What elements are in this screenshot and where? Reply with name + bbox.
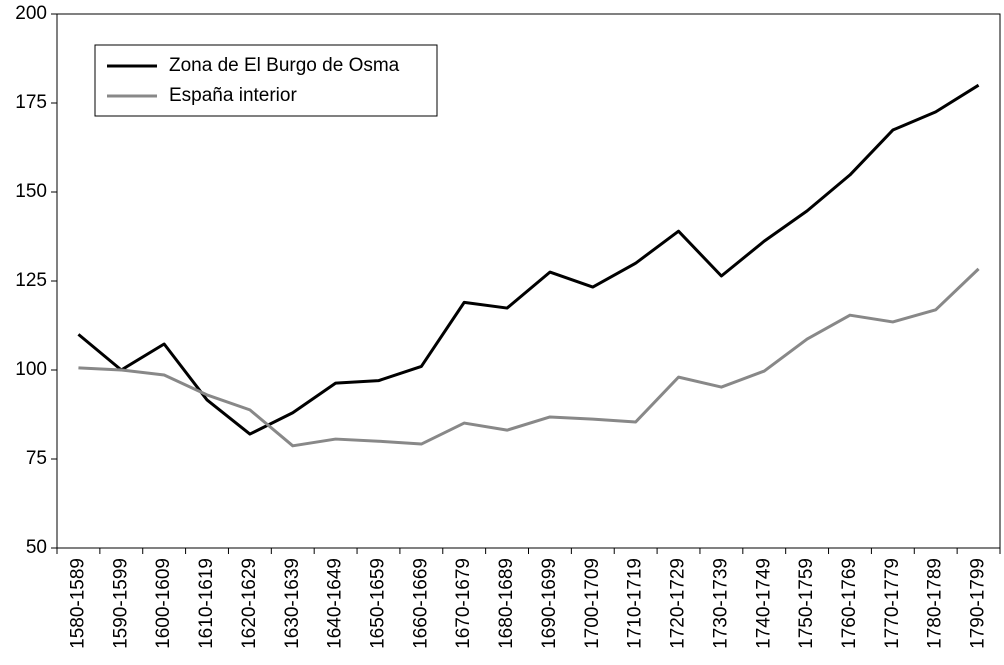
x-tick-label: 1620-1629: [239, 558, 260, 649]
x-tick-label: 1580-1589: [67, 558, 88, 649]
series-line: [77, 83, 980, 436]
x-tick-label: 1640-1649: [325, 558, 346, 649]
x-tick-label: 1630-1639: [282, 558, 303, 649]
x-tick-label: 1690-1699: [539, 558, 560, 649]
x-tick-label: 1660-1669: [410, 558, 431, 649]
x-tick-label: 1590-1599: [110, 558, 131, 649]
x-tick-label: 1710-1719: [625, 558, 646, 649]
series-line: [78, 267, 980, 448]
y-tick-label: 75: [26, 448, 47, 469]
x-tick-label: 1750-1759: [796, 558, 817, 649]
x-tick-label: 1680-1689: [496, 558, 517, 649]
x-tick-label: 1770-1779: [882, 558, 903, 649]
legend-label: Zona de El Burgo de Osma: [169, 55, 400, 76]
y-tick-label: 125: [15, 270, 47, 291]
x-tick-label: 1650-1659: [367, 558, 388, 649]
x-tick-label: 1670-1679: [453, 558, 474, 649]
y-tick-label: 100: [15, 359, 47, 380]
x-tick-label: 1610-1619: [196, 558, 217, 649]
x-tick-label: 1720-1729: [668, 558, 689, 649]
legend-label: España interior: [169, 85, 297, 106]
y-tick-label: 150: [15, 181, 47, 202]
y-tick-label: 50: [26, 537, 47, 558]
x-tick-label: 1600-1609: [153, 558, 174, 649]
x-tick-label: 1730-1739: [710, 558, 731, 649]
legend-box: [94, 44, 438, 117]
x-tick-label: 1760-1769: [839, 558, 860, 649]
x-tick-label: 1780-1789: [925, 558, 946, 649]
y-tick-label: 175: [15, 92, 47, 113]
x-tick-label: 1700-1709: [582, 558, 603, 649]
x-tick-label: 1740-1749: [753, 558, 774, 649]
x-tick-label: 1790-1799: [968, 558, 989, 649]
y-tick-label: 200: [15, 3, 47, 24]
